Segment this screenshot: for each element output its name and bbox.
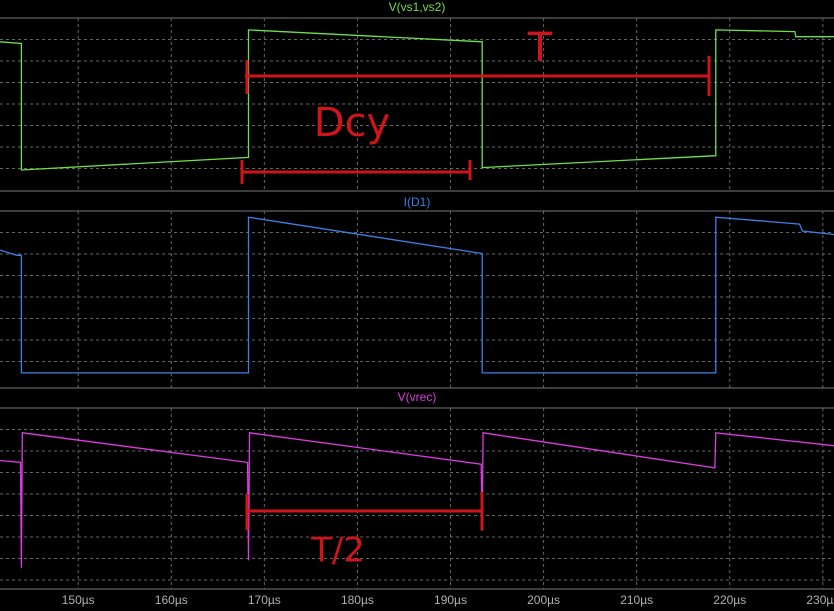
x-tick-label: 160µs <box>155 593 188 607</box>
x-tick-label: 150µs <box>62 593 95 607</box>
x-tick-label: 170µs <box>248 593 281 607</box>
trace-name: I(D1) <box>404 195 431 209</box>
x-tick-label: 200µs <box>527 593 560 607</box>
annotations: T Dcy T/2 <box>240 25 711 571</box>
trace <box>0 216 834 374</box>
trace-name: V(vs1,vs2) <box>389 0 446 14</box>
x-tick-label: 190µs <box>434 593 467 607</box>
x-tick-label: 230µs <box>806 593 834 607</box>
grid <box>0 17 834 590</box>
annotation: T <box>527 25 553 71</box>
annotation: T/2 <box>310 531 365 571</box>
x-tick-label: 220µs <box>713 593 746 607</box>
trace-name: V(vrec) <box>398 390 437 404</box>
x-tick-label: 180µs <box>341 593 374 607</box>
trace <box>0 432 834 568</box>
trace <box>0 29 834 171</box>
x-tick-label: 210µs <box>620 593 653 607</box>
annotation: Dcy <box>314 100 390 146</box>
